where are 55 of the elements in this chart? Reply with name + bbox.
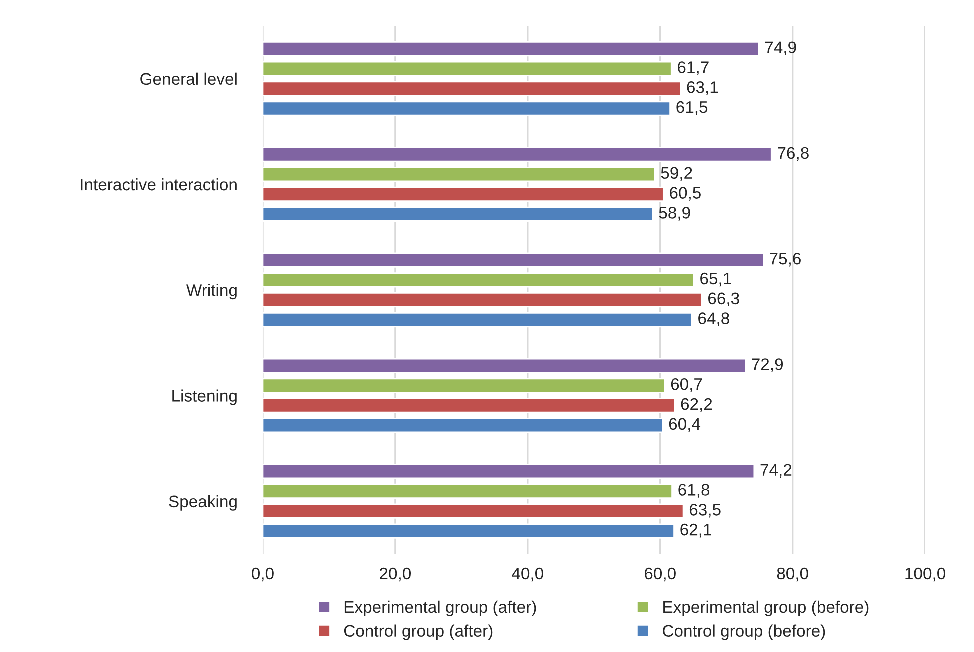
data-label: 74,2 bbox=[760, 464, 792, 478]
y-tick-label: Writing bbox=[186, 284, 237, 300]
bar bbox=[262, 272, 695, 288]
bar bbox=[262, 292, 703, 308]
data-label: 65,1 bbox=[700, 272, 732, 287]
data-label: 64,8 bbox=[698, 312, 730, 326]
bar bbox=[262, 358, 747, 374]
data-label: 66,3 bbox=[708, 292, 740, 307]
bar bbox=[262, 378, 666, 394]
y-tick-label: General level bbox=[140, 72, 237, 86]
bar bbox=[262, 81, 682, 96]
data-label: 63,5 bbox=[690, 504, 721, 518]
y-tick-label: Speaking bbox=[169, 495, 237, 511]
legend-label: Control group (before) bbox=[663, 624, 826, 640]
bar bbox=[262, 167, 656, 182]
data-label: 60,7 bbox=[671, 378, 702, 392]
bar bbox=[262, 312, 693, 328]
x-tick-label: 40,0 bbox=[512, 568, 544, 582]
legend-label: Control group (after) bbox=[344, 624, 493, 640]
data-label: 75,6 bbox=[770, 252, 801, 267]
data-label: 76,8 bbox=[778, 147, 809, 162]
data-label: 61,8 bbox=[678, 484, 710, 498]
legend-label: Experimental group (before) bbox=[664, 600, 869, 616]
bar bbox=[262, 398, 676, 414]
x-tick-label: 20,0 bbox=[380, 568, 412, 582]
x-tick-label: 100,0 bbox=[906, 568, 946, 582]
x-tick-label: 0,0 bbox=[252, 568, 274, 582]
bar bbox=[262, 206, 654, 222]
bar bbox=[262, 41, 760, 57]
data-label: 58,9 bbox=[659, 207, 690, 221]
x-tick-label: 60,0 bbox=[645, 568, 676, 582]
data-label: 62,2 bbox=[681, 398, 712, 412]
data-label: 62,1 bbox=[680, 524, 712, 538]
data-label: 61,7 bbox=[678, 62, 709, 76]
bar bbox=[262, 101, 671, 116]
bar bbox=[262, 252, 764, 268]
data-label: 59,2 bbox=[661, 167, 692, 182]
y-tick-label: Interactive interaction bbox=[81, 178, 237, 191]
data-label: 72,9 bbox=[752, 358, 784, 372]
x-tick-label: 80,0 bbox=[777, 568, 808, 582]
legend-label: Experimental group (after) bbox=[344, 600, 536, 616]
data-label: 74,9 bbox=[765, 42, 796, 56]
bar bbox=[262, 484, 673, 499]
bar bbox=[262, 186, 664, 202]
bar bbox=[262, 524, 675, 539]
data-label: 63,1 bbox=[687, 82, 718, 96]
bar bbox=[262, 504, 684, 519]
bar bbox=[262, 464, 756, 480]
data-label: 60,4 bbox=[669, 418, 701, 432]
y-tick-label: Listening bbox=[172, 390, 237, 406]
data-label: 61,5 bbox=[676, 101, 708, 116]
data-label: 60,5 bbox=[670, 187, 701, 201]
bar bbox=[262, 61, 672, 76]
bar bbox=[262, 147, 772, 162]
bar bbox=[262, 418, 664, 434]
